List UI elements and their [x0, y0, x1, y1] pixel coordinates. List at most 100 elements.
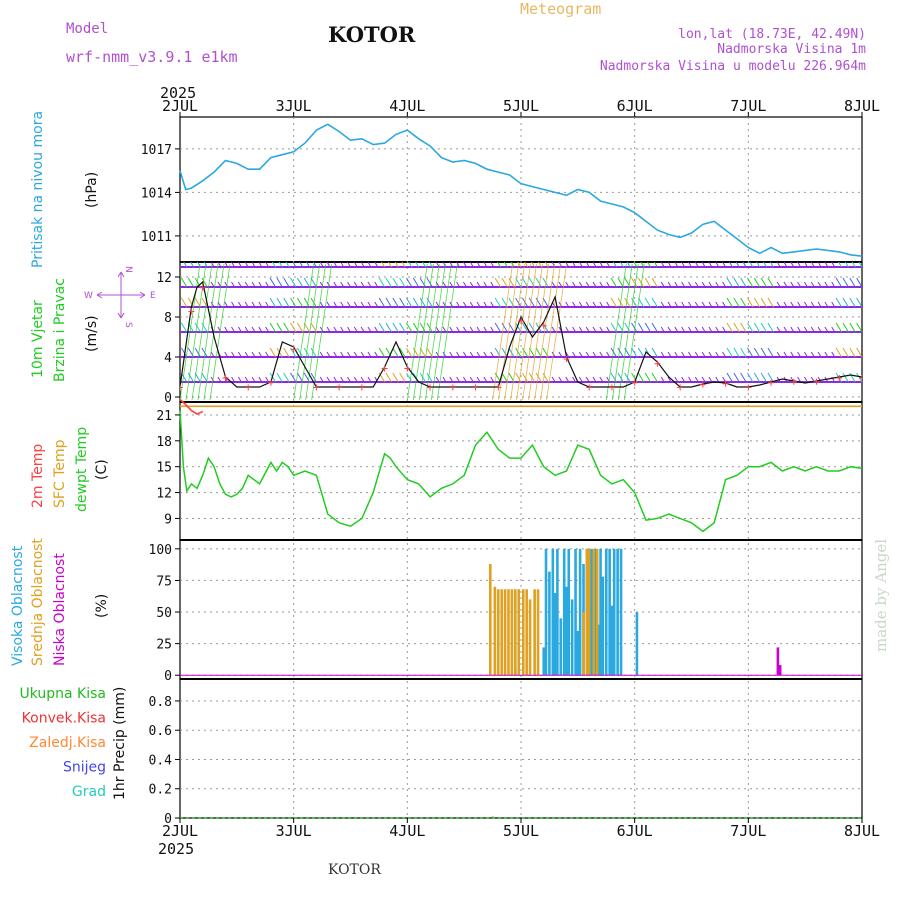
- wind-barb: [760, 372, 767, 383]
- wind-tick-label: 0: [164, 391, 172, 406]
- cloud-bar-1: [500, 589, 503, 676]
- wind-barb: [817, 301, 822, 308]
- precip-tick-label: 0.6: [149, 724, 172, 739]
- wind-barb: [347, 281, 351, 288]
- wind-barb: [201, 277, 208, 288]
- wind-barb: [565, 326, 570, 333]
- x-tick-label-bottom: 7JUL: [730, 822, 766, 840]
- wind-barb: [837, 262, 842, 268]
- wind-barb: [406, 347, 413, 358]
- wind-barb: [180, 286, 181, 287]
- wind-barb: [722, 326, 727, 333]
- wind-barb: [469, 376, 474, 383]
- x-tick-label-bottom: 4JUL: [389, 822, 425, 840]
- precip-tick-label: 0.8: [149, 695, 172, 710]
- wind-barb: [483, 376, 488, 383]
- wind-barb: [551, 376, 556, 383]
- wind-barb: [283, 372, 290, 383]
- wind-barb: [224, 281, 229, 288]
- wind-barb: [231, 262, 235, 268]
- wind-barb: [688, 326, 692, 333]
- wind-barb: [210, 281, 215, 288]
- wind-unit: (m/s): [84, 315, 100, 352]
- wind-barb: [265, 351, 270, 358]
- wind-barb: [651, 347, 658, 358]
- wind-barb: [435, 326, 440, 333]
- wind-barb: [715, 281, 720, 288]
- wind-hatch: [623, 263, 645, 401]
- wind-barb: [681, 301, 686, 308]
- wind-barb: [817, 262, 822, 268]
- wind-barb: [637, 372, 645, 383]
- wind-barb: [456, 262, 461, 268]
- wind-barb: [353, 376, 358, 383]
- wind-barb: [392, 277, 399, 288]
- wind-barb: [644, 322, 652, 333]
- wind-barb: [399, 297, 406, 308]
- cloud-tick-label: 75: [156, 574, 172, 589]
- wind-barb: [817, 326, 822, 333]
- wind-barb: [599, 351, 604, 358]
- wind-barb: [740, 322, 747, 333]
- wind-barb: [408, 262, 413, 268]
- wind-barb: [353, 351, 358, 358]
- wind-barb: [797, 262, 802, 268]
- wind-barb: [824, 301, 829, 308]
- wind-barb: [619, 262, 624, 268]
- wind-barb: [333, 351, 338, 358]
- wind-barb: [381, 262, 386, 268]
- wind-barb: [360, 262, 365, 268]
- wind-barb: [180, 297, 188, 308]
- wind-barb: [681, 262, 686, 268]
- wind-barb: [824, 351, 829, 358]
- wind-barb: [367, 301, 372, 308]
- wind-barb: [401, 262, 406, 268]
- wind-barb: [842, 277, 849, 288]
- wind-barb: [258, 326, 263, 333]
- wind-barb: [733, 322, 740, 333]
- wind-barb: [378, 297, 386, 308]
- wind-barb: [353, 301, 358, 308]
- wind-barb: [637, 322, 645, 333]
- temp-2m-label: 2m Temp: [30, 444, 46, 508]
- wind-barb: [599, 262, 604, 268]
- wind-barb: [817, 351, 822, 358]
- wind-barb: [305, 262, 311, 268]
- wind-barb: [701, 262, 706, 268]
- wind-barb: [747, 347, 754, 358]
- wind-barb: [776, 326, 781, 333]
- wind-barb: [394, 262, 399, 268]
- wind-barb: [217, 376, 222, 383]
- wind-barb: [392, 372, 399, 383]
- wind-barb: [180, 306, 181, 307]
- wind-barb: [510, 262, 515, 268]
- wind-barb: [524, 262, 529, 268]
- wind-barb: [180, 347, 188, 358]
- wind-barb: [494, 277, 501, 288]
- wind-barb: [660, 281, 665, 288]
- wind-barb: [406, 297, 413, 308]
- wind-barb: [231, 376, 235, 383]
- wind-barb: [708, 262, 713, 268]
- wind-barb: [726, 347, 733, 358]
- wind-barb: [585, 281, 590, 288]
- wind-barb: [463, 301, 467, 308]
- cloud-bar-0: [553, 593, 557, 676]
- wind-barb: [442, 326, 447, 333]
- wind-barb: [296, 372, 304, 383]
- wind-barb: [269, 347, 276, 358]
- wind-barb: [783, 262, 788, 268]
- wind-barb: [644, 277, 652, 288]
- wind-barb: [626, 262, 631, 268]
- cloud-bar-0: [610, 605, 614, 676]
- wind-barb: [747, 372, 754, 383]
- wind-barb: [858, 262, 862, 268]
- wind-hatch: [546, 263, 567, 401]
- wind-barb: [835, 322, 842, 333]
- wind-barb: [701, 301, 706, 308]
- wind-barb: [599, 281, 604, 288]
- wind-barb: [804, 326, 808, 333]
- wind-barb: [599, 376, 604, 383]
- wind-barb: [708, 281, 713, 288]
